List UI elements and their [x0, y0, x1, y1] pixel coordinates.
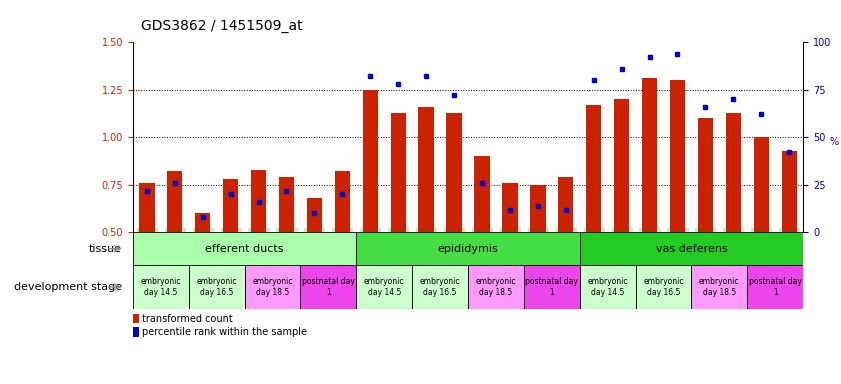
- Bar: [188, 265, 245, 309]
- Bar: [524, 265, 579, 309]
- Text: tissue: tissue: [89, 243, 122, 254]
- Text: transformed count: transformed count: [142, 314, 233, 324]
- Bar: [419, 107, 434, 232]
- Text: epididymis: epididymis: [437, 243, 499, 254]
- Bar: [139, 183, 155, 232]
- Text: efferent ducts: efferent ducts: [205, 243, 284, 254]
- Bar: [669, 80, 685, 232]
- Bar: [558, 177, 574, 232]
- Bar: [642, 78, 657, 232]
- Text: postnatal day
1: postnatal day 1: [748, 277, 801, 297]
- Text: postnatal day
1: postnatal day 1: [526, 277, 579, 297]
- Bar: [614, 99, 629, 232]
- Bar: [335, 172, 350, 232]
- Bar: [698, 118, 713, 232]
- Bar: [586, 105, 601, 232]
- Bar: [251, 170, 267, 232]
- Bar: [362, 90, 378, 232]
- Text: embryonic
day 14.5: embryonic day 14.5: [587, 277, 628, 297]
- Bar: [468, 265, 524, 309]
- Bar: [502, 183, 517, 232]
- Text: embryonic
day 16.5: embryonic day 16.5: [643, 277, 684, 297]
- Bar: [726, 113, 741, 232]
- Bar: [133, 314, 139, 323]
- Text: GDS3862 / 1451509_at: GDS3862 / 1451509_at: [141, 19, 303, 33]
- Bar: [754, 137, 769, 232]
- Bar: [447, 113, 462, 232]
- Bar: [133, 327, 139, 336]
- Text: embryonic
day 16.5: embryonic day 16.5: [420, 277, 460, 297]
- Bar: [412, 265, 468, 309]
- Bar: [195, 214, 210, 232]
- Bar: [579, 265, 636, 309]
- Bar: [579, 232, 803, 265]
- Text: embryonic
day 18.5: embryonic day 18.5: [252, 277, 293, 297]
- Text: embryonic
day 14.5: embryonic day 14.5: [364, 277, 405, 297]
- Bar: [133, 265, 188, 309]
- Bar: [357, 232, 579, 265]
- Bar: [223, 179, 238, 232]
- Bar: [636, 265, 691, 309]
- Bar: [357, 265, 412, 309]
- Text: postnatal day
1: postnatal day 1: [302, 277, 355, 297]
- Bar: [133, 232, 357, 265]
- Text: development stage: development stage: [13, 282, 122, 292]
- Bar: [245, 265, 300, 309]
- Bar: [691, 265, 748, 309]
- Text: embryonic
day 16.5: embryonic day 16.5: [197, 277, 237, 297]
- Bar: [167, 172, 182, 232]
- Bar: [307, 198, 322, 232]
- Bar: [279, 177, 294, 232]
- Text: vas deferens: vas deferens: [656, 243, 727, 254]
- Bar: [474, 156, 489, 232]
- Bar: [300, 265, 357, 309]
- Text: embryonic
day 18.5: embryonic day 18.5: [476, 277, 516, 297]
- Text: percentile rank within the sample: percentile rank within the sample: [142, 327, 307, 337]
- Bar: [530, 185, 546, 232]
- Bar: [390, 113, 406, 232]
- Text: embryonic
day 18.5: embryonic day 18.5: [699, 277, 739, 297]
- Bar: [781, 151, 797, 232]
- Bar: [748, 265, 803, 309]
- Text: embryonic
day 14.5: embryonic day 14.5: [140, 277, 181, 297]
- Y-axis label: %: %: [829, 137, 838, 147]
